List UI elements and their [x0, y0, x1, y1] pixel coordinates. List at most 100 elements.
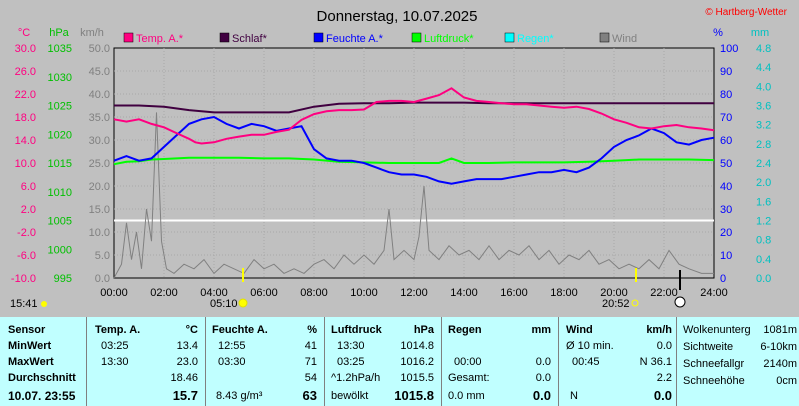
wind-avg10-value: 0.0 [656, 340, 672, 352]
x-tick-label: 20:00 [600, 287, 628, 299]
temp-tick-label: -10.0 [11, 273, 36, 285]
visibility-label: Sichtweite [683, 341, 734, 353]
temp-max-time: 13:30 [101, 356, 129, 368]
humidity-column: Feuchte A. % 12:55 41 03:30 71 54 8.43 g… [205, 317, 324, 406]
rain-total-value: 0.0 [535, 372, 551, 384]
pressure-tick-label: 1020 [48, 129, 72, 141]
pressure-min-time: 13:30 [337, 340, 365, 352]
legend-label: Regen* [517, 33, 554, 45]
humidity-tick-label: 40 [720, 181, 732, 193]
wind-avg10-label: Ø 10 min. [566, 340, 614, 352]
x-tick-label: 04:00 [200, 287, 228, 299]
rain-tick-label: 4.4 [756, 62, 771, 74]
rain-tick-label: 2.8 [756, 139, 771, 151]
pressure-tick-label: 1005 [48, 216, 72, 228]
humidity-tick-label: 10 [720, 250, 732, 262]
pressure-axis-unit: hPa [49, 27, 69, 39]
temp-tick-label: 10.0 [15, 158, 36, 170]
sunset-label: 20:52 [602, 298, 630, 310]
pressure-avg-value: 1015.5 [400, 372, 434, 384]
rain-tick-label: 1.6 [756, 196, 771, 208]
series-line-temp [113, 87, 715, 145]
x-tick-label: 24:00 [700, 287, 728, 299]
sunrise-icon [238, 298, 248, 308]
wind-header: Wind [566, 324, 593, 336]
wind-max-value: N 36.1 [639, 356, 672, 368]
x-tick-label: 02:00 [150, 287, 178, 299]
row-label-current: 10.07. 23:55 [8, 389, 76, 403]
legend-label: Luftdruck* [424, 33, 474, 45]
summary-table: Sensor MinWert MaxWert Durchschnitt 10.0… [0, 317, 799, 406]
pressure-unit: hPa [413, 324, 434, 336]
weather-chart: 00:00 02:00 04:00 06:00 08:00 10:00 12:00 14:00… [10, 7, 788, 310]
legend-label: Temp. A.* [136, 33, 184, 45]
rain-tick-label: 2.4 [756, 158, 771, 170]
rain-current-value: 0.0 [532, 388, 551, 403]
row-label-avg: Durchschnitt [8, 372, 76, 384]
pressure-current-value: 1015.8 [394, 388, 434, 403]
rain-axis-unit: mm [751, 27, 769, 39]
humidity-header: Feuchte A. [212, 324, 268, 336]
humidity-tick-label: 0 [720, 273, 726, 285]
rain-tick-label: 3.6 [756, 101, 771, 113]
series-line-wind [113, 112, 714, 279]
temp-header: Temp. A. [95, 324, 141, 336]
temp-tick-label: 22.0 [15, 89, 36, 101]
legend-swatch [599, 32, 610, 43]
rain-unit: mm [531, 324, 551, 336]
cloudbase-label: Wolkenunterg [683, 324, 751, 336]
x-tick-label: 00:00 [100, 287, 128, 299]
humidity-current-value: 63 [302, 388, 317, 403]
x-tick-label: 10:00 [350, 287, 378, 299]
pressure-tick-label: 1035 [48, 43, 72, 55]
humidity-min-time: 12:55 [218, 340, 246, 352]
legend: Temp. A.* Schlaf* Feuchte A.* Luftdruck* Reg… [123, 32, 637, 45]
legend-label: Wind [612, 33, 637, 45]
cloudbase-value: 1081m [763, 324, 797, 336]
chart-title: Donnerstag, 10.07.2025 [317, 8, 478, 25]
wind-tick-label: 50.0 [89, 43, 110, 55]
rain-max-time: 00:00 [454, 356, 482, 368]
pressure-tick-label: 995 [54, 273, 72, 285]
x-tick-label: 22:00 [650, 287, 678, 299]
legend-label: Feuchte A.* [326, 33, 384, 45]
wind-tick-label: 25.0 [89, 158, 110, 170]
wind-unit: km/h [646, 324, 672, 336]
x-tick-label: 18:00 [550, 287, 578, 299]
x-tick-label: 14:00 [450, 287, 478, 299]
rain-column: Regen mm 00:00 0.0 Gesamt: 0.0 0.0 mm 0.… [441, 317, 558, 406]
rain-total-label: Gesamt: [448, 372, 490, 384]
rain-tick-label: 3.2 [756, 120, 771, 132]
x-tick-label: 06:00 [250, 287, 278, 299]
temp-tick-label: 26.0 [15, 66, 36, 78]
pressure-min-value: 1014.8 [400, 340, 434, 352]
wind-direction: N [570, 390, 578, 402]
sunset-icon [631, 299, 639, 307]
temp-unit: °C [185, 324, 198, 336]
pressure-trend: ^1.2hPa/h [331, 372, 381, 384]
humidity-axis-unit: % [713, 27, 723, 39]
moon-icon [674, 296, 686, 308]
legend-swatch [504, 32, 515, 43]
temp-tick-label: 14.0 [15, 135, 36, 147]
sun-marker-icon [41, 301, 47, 307]
pressure-column: Luftdruck hPa 13:30 1014.8 03:25 1016.2 … [324, 317, 441, 406]
wind-tick-label: 5.0 [95, 250, 110, 262]
pressure-header: Luftdruck [331, 324, 382, 336]
rain-rate: 0.0 mm [448, 390, 485, 402]
humidity-absolute: 8.43 g/m³ [216, 390, 263, 402]
pressure-tick-label: 1015 [48, 158, 72, 170]
sunrise-label: 05:10 [210, 298, 238, 310]
rain-tick-label: 0.0 [756, 273, 771, 285]
wind-tick-label: 30.0 [89, 135, 110, 147]
pressure-tick-label: 1030 [48, 72, 72, 84]
rain-tick-label: 4.8 [756, 43, 771, 55]
humidity-tick-label: 90 [720, 66, 732, 78]
wind-tick-label: 0.0 [95, 273, 110, 285]
sensor-header: Sensor [8, 324, 46, 336]
copyright-label: © Hartberg-Wetter [705, 7, 787, 18]
legend-swatch [411, 32, 422, 43]
legend-swatch [123, 32, 134, 43]
wind-avg-value: 2.2 [656, 372, 672, 384]
humidity-tick-label: 100 [720, 43, 738, 55]
